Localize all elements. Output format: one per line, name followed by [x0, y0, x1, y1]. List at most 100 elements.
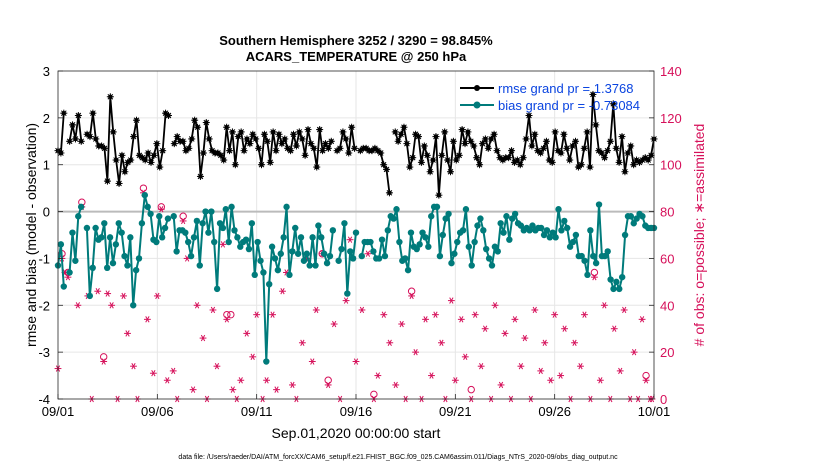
bias-point [621, 231, 629, 239]
rmse-point-ray [220, 157, 227, 163]
obs-possible-marker [139, 184, 148, 192]
bias-point [103, 264, 111, 271]
rmse-point-ray [180, 138, 186, 145]
rmse-point-ray [430, 157, 436, 163]
rmse-point [499, 156, 507, 164]
rmse-point-ray [578, 161, 585, 168]
obs-assimilated-stroke [479, 363, 484, 370]
bias-point [511, 210, 519, 218]
rmse-point [153, 140, 161, 148]
obs-assimilated-stroke [109, 302, 114, 309]
rmse-point-ray [249, 131, 256, 138]
obs-assimilated-marker [193, 302, 201, 309]
rmse-point [106, 93, 114, 101]
obs-assimilated-marker [571, 339, 578, 346]
rmse-point [130, 133, 138, 141]
obs-assimilated-stroke [238, 377, 243, 384]
rmse-point-ray [84, 131, 90, 138]
rmse-point-ray [267, 159, 274, 166]
obs-assimilated-marker [422, 316, 429, 323]
rmse-point [478, 140, 486, 148]
obs-assimilated-stroke [151, 370, 156, 377]
bias-point [98, 234, 105, 241]
bias-point [419, 229, 426, 236]
x-tick-label: 09/11 [241, 404, 273, 419]
obs-assimilated-marker [374, 372, 382, 379]
rmse-point [101, 144, 109, 152]
obs-assimilated-marker [213, 363, 221, 370]
rmse-point-ray [508, 147, 515, 154]
obs-assimilated-marker [74, 302, 82, 309]
bias-point [254, 238, 261, 246]
bias-point [274, 266, 282, 274]
rmse-point [345, 149, 353, 157]
rmse-point-ray [534, 147, 541, 154]
bias-point [552, 234, 559, 241]
bias-point [106, 234, 114, 241]
y-axis-label-right: # of obs: o=possible; ∗=assimilated [691, 124, 707, 347]
obs-assimilated-marker [169, 367, 177, 375]
rmse-point-ray [60, 110, 67, 116]
rmse-point [194, 123, 202, 131]
obs-assimilated-stroke [429, 372, 434, 379]
rmse-point [470, 142, 478, 150]
rmse-point [560, 130, 568, 138]
bias-point [213, 285, 221, 293]
obs-assimilated-stroke [552, 311, 557, 318]
obs-assimilated-marker [447, 297, 455, 304]
rmse-point-ray [421, 143, 428, 149]
obs-assimilated-marker [308, 358, 316, 365]
bias-point [367, 238, 374, 246]
bias-point [558, 227, 565, 234]
rmse-point [415, 133, 423, 141]
rmse-point [461, 140, 469, 148]
bias-point [260, 269, 267, 276]
rmse-point [307, 140, 315, 148]
rmse-point [324, 144, 332, 152]
rmse-point-ray [145, 150, 151, 156]
bias-series [54, 191, 658, 365]
obs-assimilated-marker [352, 358, 360, 365]
rmse-point [287, 147, 295, 155]
bias-point [477, 215, 484, 222]
obs-assimilated-stroke [353, 358, 359, 365]
rmse-point [391, 128, 399, 136]
bias-point [263, 358, 270, 365]
bias-point [173, 248, 180, 255]
obs-assimilated-stroke [254, 311, 259, 318]
bias-point [425, 243, 432, 250]
rmse-point [537, 149, 545, 157]
obs-assimilated-stroke [558, 372, 563, 379]
rmse-point-ray [98, 143, 105, 149]
rmse-point [66, 137, 74, 145]
rmse-point [301, 151, 309, 159]
rmse-point-ray [322, 140, 329, 147]
rmse-point-ray [311, 145, 317, 152]
bias-point [590, 252, 597, 260]
rmse-point-ray [290, 131, 297, 138]
bias-point [130, 302, 137, 309]
rmse-point [156, 163, 164, 171]
bias-point [584, 271, 591, 279]
x-tick-label: 10/01 [638, 404, 671, 419]
obs-assimilated-stroke [612, 325, 617, 332]
rmse-point [109, 128, 117, 136]
rmse-point-ray [569, 143, 576, 149]
rmse-point-ray [104, 178, 111, 184]
bias-point [465, 243, 473, 250]
bias-point [234, 234, 241, 241]
rmse-point [92, 135, 100, 143]
rmse-point-ray [72, 136, 79, 142]
bias-point [607, 276, 614, 283]
rmse-point-ray [58, 150, 64, 156]
obs-assimilated-marker [596, 377, 604, 384]
rmse-point [519, 154, 527, 162]
obs-assimilated-marker [461, 353, 469, 361]
rmse-point-ray [476, 161, 483, 168]
bias-point [445, 210, 452, 218]
rmse-point [234, 133, 242, 141]
rmse-point-ray [497, 154, 503, 161]
rmse-point [275, 130, 283, 138]
bias-point [413, 245, 420, 253]
obs-assimilated-stroke [602, 302, 607, 309]
